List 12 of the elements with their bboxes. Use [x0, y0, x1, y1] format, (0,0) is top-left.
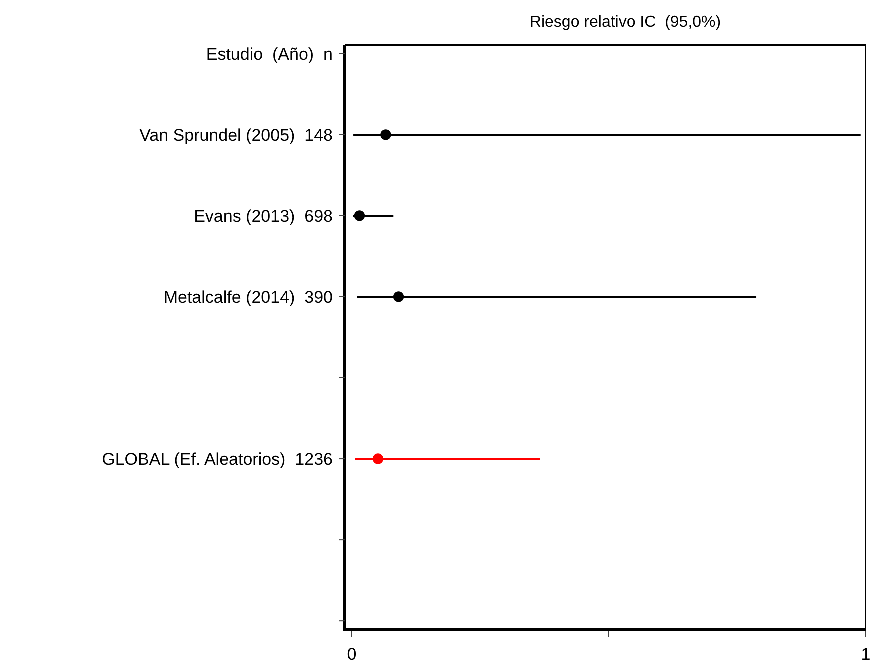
x-tick-label: 0 — [347, 645, 357, 664]
chart-title: Riesgo relativo IC (95,0%) — [530, 14, 722, 31]
y-tick-label: GLOBAL (Ef. Aleatorios) 1236 — [102, 450, 333, 470]
point — [393, 292, 404, 302]
y-tick-label: Metalcalfe (2014) 390 — [164, 288, 333, 307]
y-tick-label: Van Sprundel (2005) 148 — [140, 126, 333, 145]
point — [372, 454, 384, 464]
point — [380, 130, 392, 140]
y-tick-label: Evans (2013) 698 — [194, 206, 333, 226]
y-tick-label: Estudio (Año) n — [206, 44, 333, 64]
point — [354, 210, 366, 222]
x-tick-label: 1 — [861, 645, 871, 664]
